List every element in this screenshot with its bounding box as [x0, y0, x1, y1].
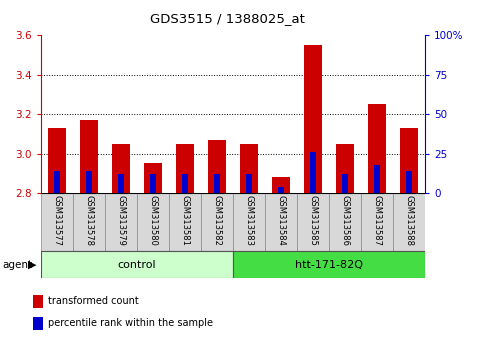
- Text: GSM313584: GSM313584: [277, 195, 285, 246]
- Text: GSM313583: GSM313583: [244, 195, 254, 246]
- Text: GSM313588: GSM313588: [405, 195, 413, 246]
- Bar: [278, 187, 284, 193]
- Bar: [208, 140, 226, 193]
- Bar: [33, 295, 43, 308]
- Text: transformed count: transformed count: [48, 296, 139, 306]
- Bar: [41, 251, 233, 278]
- Text: GSM313577: GSM313577: [53, 195, 61, 246]
- Text: ▶: ▶: [28, 259, 37, 270]
- Bar: [86, 171, 92, 193]
- Bar: [374, 165, 380, 193]
- Bar: [400, 128, 418, 193]
- Text: GSM313580: GSM313580: [149, 195, 157, 246]
- Bar: [265, 193, 297, 251]
- Bar: [233, 193, 265, 251]
- Bar: [342, 174, 348, 193]
- Bar: [144, 164, 162, 193]
- Text: GSM313579: GSM313579: [116, 195, 126, 246]
- Bar: [105, 193, 137, 251]
- Text: htt-171-82Q: htt-171-82Q: [295, 259, 363, 270]
- Bar: [201, 193, 233, 251]
- Text: control: control: [118, 259, 156, 270]
- Bar: [150, 174, 156, 193]
- Text: GSM313586: GSM313586: [341, 195, 350, 246]
- Bar: [406, 171, 412, 193]
- Bar: [246, 174, 252, 193]
- Bar: [137, 193, 169, 251]
- Bar: [336, 144, 354, 193]
- Text: GSM313582: GSM313582: [213, 195, 222, 246]
- Bar: [80, 120, 98, 193]
- Bar: [182, 174, 188, 193]
- Text: percentile rank within the sample: percentile rank within the sample: [48, 318, 213, 328]
- Bar: [112, 144, 130, 193]
- Text: GSM313578: GSM313578: [85, 195, 94, 246]
- Bar: [176, 144, 194, 193]
- Bar: [48, 128, 66, 193]
- Text: GDS3515 / 1388025_at: GDS3515 / 1388025_at: [150, 12, 304, 25]
- Bar: [118, 174, 124, 193]
- Bar: [73, 193, 105, 251]
- Text: GSM313581: GSM313581: [181, 195, 189, 246]
- Text: GSM313587: GSM313587: [372, 195, 382, 246]
- Bar: [310, 152, 316, 193]
- Bar: [214, 174, 220, 193]
- Bar: [304, 45, 322, 193]
- Bar: [272, 177, 290, 193]
- Bar: [329, 193, 361, 251]
- Bar: [297, 193, 329, 251]
- Bar: [368, 104, 386, 193]
- Text: GSM313585: GSM313585: [309, 195, 317, 246]
- Text: agent: agent: [2, 259, 32, 270]
- Bar: [54, 171, 60, 193]
- Bar: [169, 193, 201, 251]
- Bar: [361, 193, 393, 251]
- Bar: [233, 251, 425, 278]
- Bar: [393, 193, 425, 251]
- Bar: [41, 193, 73, 251]
- Bar: [33, 317, 43, 330]
- Bar: [240, 144, 258, 193]
